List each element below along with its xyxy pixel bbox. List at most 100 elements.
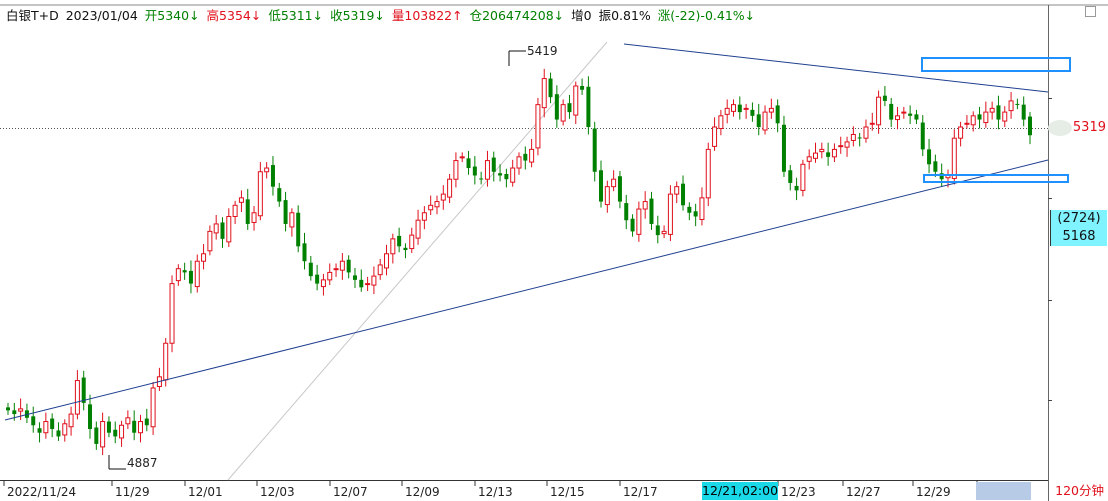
candle <box>699 187 705 226</box>
candle-body <box>908 113 913 116</box>
x-tick-label: 12/13 <box>478 485 513 499</box>
candle-body <box>642 201 648 210</box>
candle <box>951 129 957 185</box>
candle <box>624 194 629 230</box>
candle <box>1028 112 1032 145</box>
candle-body <box>889 103 894 120</box>
candle-body <box>371 275 377 286</box>
resistance-highlight-box[interactable] <box>921 57 1071 72</box>
candle <box>175 264 181 286</box>
candle-body <box>403 247 408 251</box>
x-tick-label: 12/15 <box>550 485 585 499</box>
chart-frame <box>0 4 1108 501</box>
candle-body <box>37 428 42 433</box>
candle-body <box>516 156 522 169</box>
support-trendline[interactable] <box>4 159 1049 421</box>
volume: 量103822↑ <box>391 8 463 23</box>
candle-body <box>201 253 207 262</box>
candle-body <box>989 107 995 113</box>
x-tick-label: 12/07 <box>333 485 368 499</box>
low-annotation: 4887 <box>108 455 158 470</box>
candle <box>743 103 749 119</box>
candle-body <box>251 212 257 223</box>
candle-body <box>1015 103 1020 105</box>
candle <box>768 98 774 119</box>
x-tick-label: 12/29 <box>916 485 951 499</box>
candle <box>604 180 610 213</box>
candle <box>327 263 333 286</box>
support-highlight-box[interactable] <box>923 174 1069 183</box>
visible-range-indicator[interactable] <box>976 482 1031 500</box>
candle-body <box>397 235 402 247</box>
candle-body <box>88 404 93 429</box>
candle <box>68 406 74 436</box>
candle-body <box>636 208 642 235</box>
candle <box>182 262 187 280</box>
candle-body <box>813 152 819 159</box>
high-annotation: 5419 <box>508 44 558 66</box>
candles <box>6 68 1032 456</box>
candle <box>213 215 219 240</box>
candle <box>504 168 509 188</box>
x-axis-ticks: 2022/11/24 11/29 12/01 12/03 12/07 12/09 12/13… <box>3 480 1015 499</box>
candle-body <box>649 198 654 224</box>
candle-body <box>882 95 887 101</box>
candle <box>365 276 371 292</box>
candle <box>718 109 724 136</box>
candle <box>397 227 402 253</box>
candle-body <box>320 279 326 288</box>
period-selector[interactable]: 120分钟 <box>1055 483 1104 498</box>
candle-body <box>390 238 396 255</box>
candle-body <box>554 94 559 120</box>
close-price: 收5319↓ <box>330 8 385 23</box>
candle-body <box>617 176 622 202</box>
candle <box>826 142 831 166</box>
candle-body <box>472 166 477 176</box>
candle <box>516 152 522 175</box>
candle <box>415 209 421 245</box>
candle <box>636 201 642 242</box>
candle-body <box>409 234 415 250</box>
candle-body <box>296 212 301 247</box>
candle-body <box>705 148 711 199</box>
candle <box>756 103 761 136</box>
candle <box>737 96 742 120</box>
candle <box>144 408 149 432</box>
candle-body <box>94 427 99 444</box>
x-tick-label: 12/17 <box>623 485 658 499</box>
candle <box>649 191 654 230</box>
candle <box>428 195 434 215</box>
candle-body <box>970 115 976 126</box>
candle <box>933 154 938 177</box>
candle <box>724 99 730 124</box>
candle-body <box>466 158 471 169</box>
candle <box>895 106 901 130</box>
candle-body <box>895 115 901 121</box>
candle <box>850 126 856 147</box>
cursor-price: 5168 <box>1062 229 1096 244</box>
candle <box>813 142 819 163</box>
candle <box>712 117 718 151</box>
candle <box>339 253 345 280</box>
candle <box>927 138 932 174</box>
candle <box>220 217 225 248</box>
candle <box>472 156 477 185</box>
candle-body <box>491 157 496 172</box>
candle <box>529 138 535 168</box>
candle-body <box>315 274 320 284</box>
candle-body <box>384 253 390 269</box>
candle-body <box>270 165 275 187</box>
candle-body <box>687 206 692 213</box>
candle-body <box>927 149 932 165</box>
candle-body <box>18 408 24 412</box>
x-tick-label: 2022/11/24 <box>7 485 76 499</box>
window-control-square[interactable] <box>1085 6 1096 17</box>
candle <box>74 370 80 420</box>
quote-date: 2023/01/04 <box>65 8 138 23</box>
candle <box>24 403 29 424</box>
low-price: 低5311↓ <box>268 8 324 23</box>
resistance-trendline[interactable] <box>623 43 1049 93</box>
candle <box>232 200 238 224</box>
candle <box>62 419 68 442</box>
